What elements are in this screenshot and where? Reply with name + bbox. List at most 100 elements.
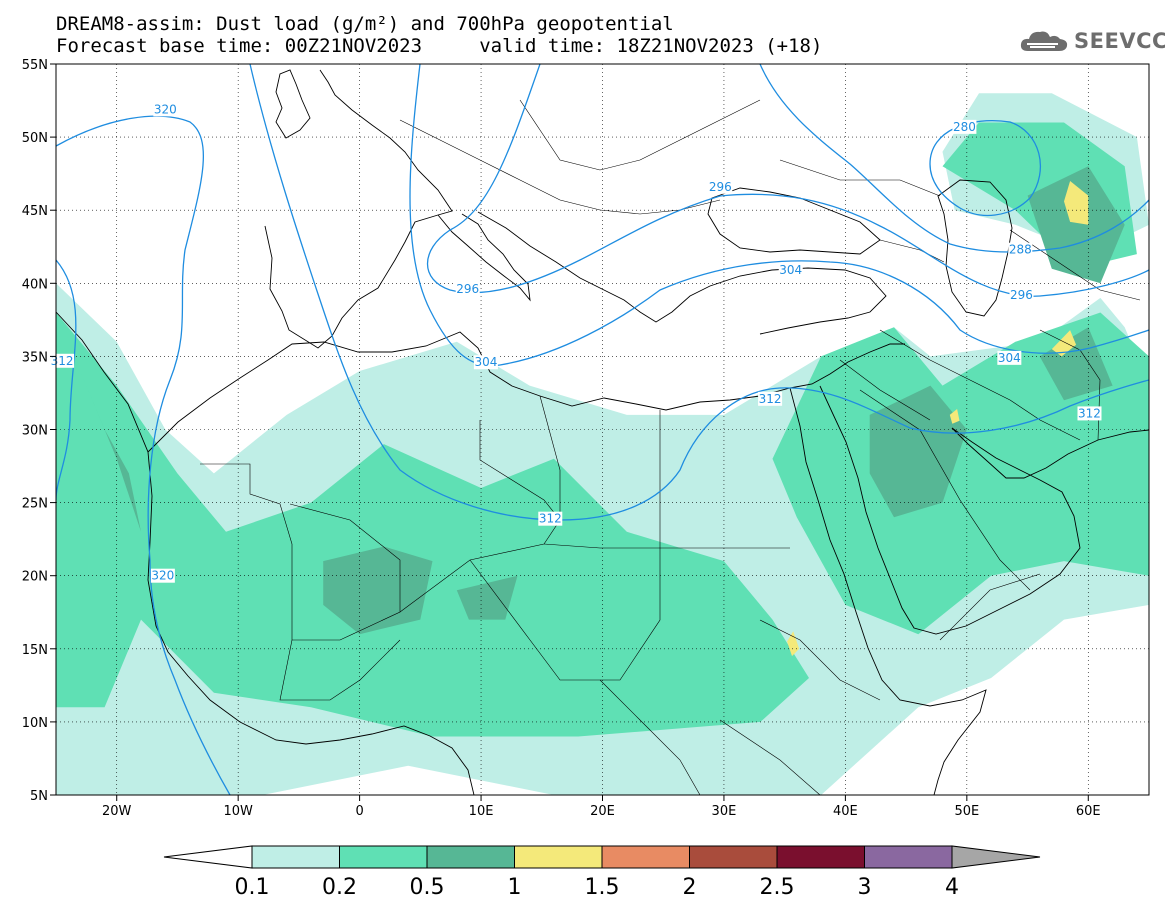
coastline-caspian xyxy=(937,179,1013,317)
contour-label: 288 xyxy=(1009,243,1032,257)
colorbar-level-label: 2 xyxy=(683,875,697,900)
colorbar-swatch xyxy=(689,845,778,869)
axis-ticks: 20W 10W 0 10E 20E 30E 40E 50E 60E 55N 50N 45N 40N 35N… xyxy=(22,58,1101,819)
contour-312-west xyxy=(56,259,77,501)
dust-region-8 xyxy=(869,385,967,518)
coastline-west-africa xyxy=(56,311,475,795)
colorbar-swatch xyxy=(426,845,515,869)
contour-label-bg xyxy=(153,102,178,117)
coastline-uk xyxy=(275,69,311,139)
contour-label: 296 xyxy=(456,282,479,296)
contour-label-bg xyxy=(708,179,733,194)
contour-label-bg xyxy=(538,511,563,526)
contour-label: 312 xyxy=(759,392,782,406)
colorbar-over-arrow xyxy=(951,845,1041,869)
colorbar-swatch xyxy=(339,845,428,869)
contour-label-bg xyxy=(1077,406,1102,421)
lon-tick-label: 60E xyxy=(1076,804,1101,819)
lat-tick-label: 5N xyxy=(30,789,48,804)
contour-label-bg xyxy=(997,350,1022,365)
contour-label: 312 xyxy=(539,512,562,526)
coastline-red-sea xyxy=(789,387,987,795)
contour-label: 320 xyxy=(154,102,177,116)
lat-tick-label: 45N xyxy=(22,204,48,219)
lat-tick-label: 35N xyxy=(22,350,48,365)
lat-tick-label: 55N xyxy=(22,58,48,73)
contour-label: 304 xyxy=(474,355,497,369)
colorbar-level-label: 1.5 xyxy=(585,875,620,900)
lat-tick-label: 30N xyxy=(22,424,48,439)
coastline-arabia xyxy=(819,385,1081,635)
contour-label-bg xyxy=(150,568,175,583)
lon-tick-label: 30E xyxy=(712,804,737,819)
lat-tick-label: 15N xyxy=(22,643,48,658)
coastline-western-europe xyxy=(264,69,453,349)
dust-region-2 xyxy=(56,312,809,737)
contour-label-bg xyxy=(473,355,498,370)
dust-region-11 xyxy=(1064,181,1089,225)
lon-tick-label: 10W xyxy=(223,804,253,819)
contour-label: 296 xyxy=(709,180,732,194)
colorbar-level-label: 4 xyxy=(945,875,959,900)
lon-tick-label: 0 xyxy=(355,804,363,819)
colorbar-swatch xyxy=(776,845,865,869)
colorbar-level-label: 0.1 xyxy=(235,875,270,900)
dust-region-6 xyxy=(323,546,433,635)
contour-label: 312 xyxy=(1078,406,1101,420)
contour-label-bg xyxy=(455,282,480,297)
lon-tick-label: 10E xyxy=(469,804,494,819)
lon-tick-label: 50E xyxy=(954,804,979,819)
map-title-line-1: DREAM8-assim: Dust load (g/m²) and 700hP… xyxy=(56,13,674,35)
logo-text: SEEVCCC xyxy=(1074,29,1165,53)
colorbar-level-label: 0.2 xyxy=(322,875,357,900)
cloud-icon xyxy=(1020,31,1068,51)
colorbar-level-label: 0.5 xyxy=(410,875,445,900)
dust-region-13 xyxy=(949,409,960,424)
colorbar-level-label: 2.5 xyxy=(760,875,795,900)
lon-tick-label: 40E xyxy=(833,804,858,819)
contour-label-bg xyxy=(1009,287,1034,302)
dust-region-14 xyxy=(787,631,800,657)
dust-region-3 xyxy=(772,312,1149,635)
dust-region-9 xyxy=(1027,166,1125,284)
contour-label-bg xyxy=(758,391,783,406)
contour-label: 320 xyxy=(151,569,174,583)
contour-label: 296 xyxy=(1010,288,1033,302)
lat-tick-label: 25N xyxy=(22,497,48,512)
colorbar-under-arrow xyxy=(163,845,253,869)
colorbar-level-label: 1 xyxy=(508,875,522,900)
contour-label-bg xyxy=(952,119,977,134)
seevccc-logo: SEEVCCC xyxy=(1018,26,1165,56)
contour-label-bg xyxy=(1008,242,1033,257)
contour-296 xyxy=(426,64,1149,297)
contour-288 xyxy=(759,64,1149,253)
dust-region-7 xyxy=(456,575,518,620)
contour-label: 304 xyxy=(779,263,802,277)
contour-label: 304 xyxy=(998,351,1021,365)
contour-312 xyxy=(249,64,1149,521)
colorbar-swatch xyxy=(864,845,953,869)
contour-label: 280 xyxy=(953,120,976,134)
colorbar-swatch xyxy=(514,845,603,869)
contour-320 xyxy=(56,115,231,795)
dust-region-12 xyxy=(1051,330,1077,357)
lon-tick-label: 20E xyxy=(590,804,615,819)
lat-tick-label: 40N xyxy=(22,277,48,292)
dust-colorbar: 0.1 0.2 0.5 1 1.5 2 2.5 3 4 xyxy=(163,845,1041,900)
coastline-persian-gulf xyxy=(951,427,1149,479)
colorbar-level-label: 3 xyxy=(858,875,872,900)
lat-tick-label: 50N xyxy=(22,131,48,146)
lat-tick-label: 10N xyxy=(22,716,48,731)
coastline-black-sea xyxy=(707,187,881,255)
lon-tick-label: 20W xyxy=(102,804,132,819)
colorbar-swatch xyxy=(251,845,340,869)
contour-label: 312 xyxy=(51,354,74,368)
dust-load-shading xyxy=(56,93,1149,795)
coastline-italy xyxy=(437,213,531,302)
coastline-balkans xyxy=(477,211,887,335)
colorbar-swatch xyxy=(601,845,690,869)
lat-tick-label: 20N xyxy=(22,570,48,585)
map-title-line-2: Forecast base time: 00Z21NOV2023 valid t… xyxy=(56,35,823,57)
contour-label-bg xyxy=(778,263,803,278)
